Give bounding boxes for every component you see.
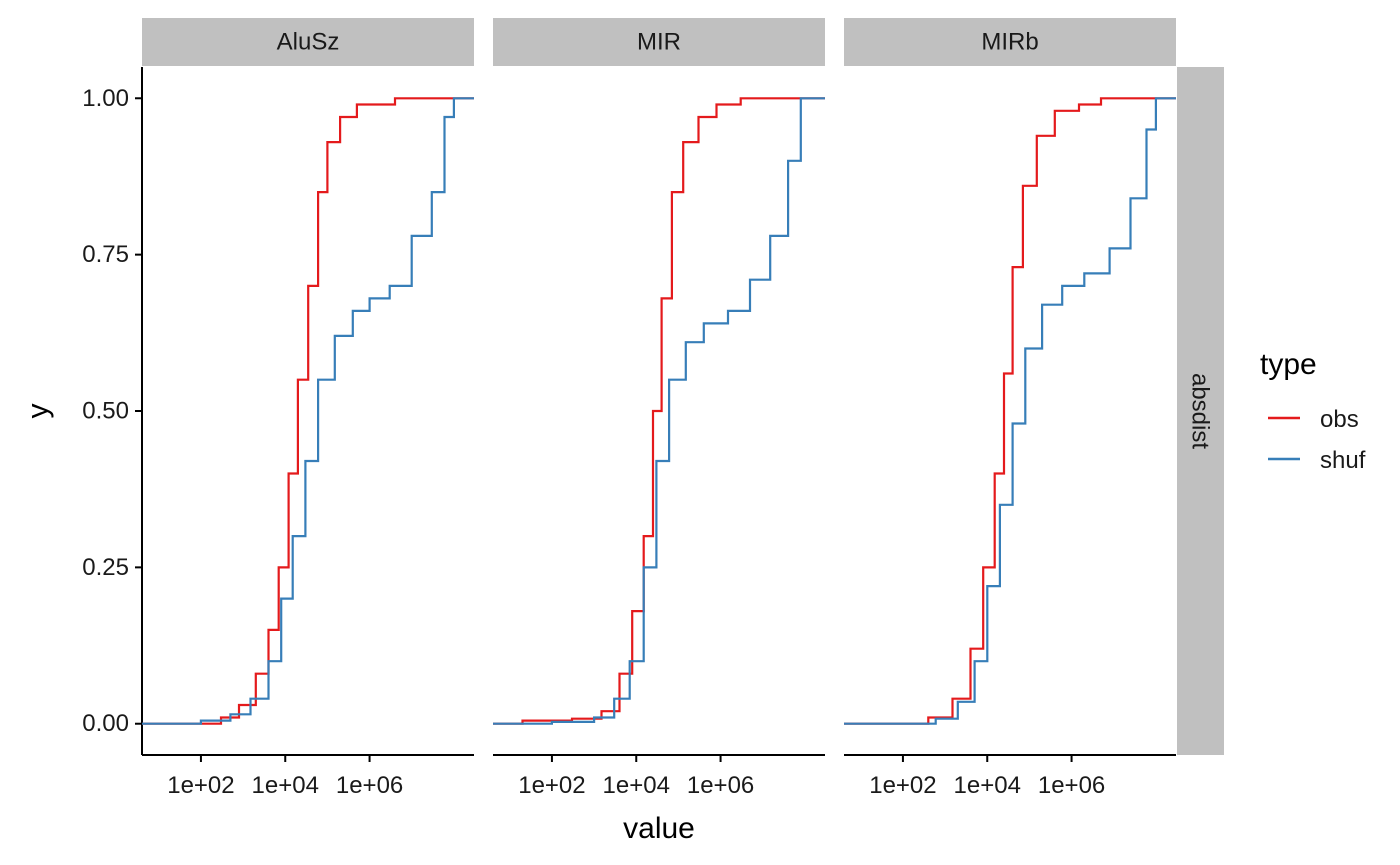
series-line-obs <box>493 97 825 725</box>
y-tick-label: 0.00 <box>82 710 129 737</box>
panel-MIRb: MIRb 1e+02 1e+04 1e+06 <box>844 18 1176 799</box>
panel-strip <box>142 18 474 66</box>
x-tick-label: 1e+02 <box>869 772 936 799</box>
x-tick-label: 1e+06 <box>687 772 754 799</box>
row-strip-label: absdist <box>1187 373 1214 449</box>
x-tick-label: 1e+04 <box>603 772 670 799</box>
series-line-shuf <box>844 97 1176 725</box>
panel-strip <box>493 18 825 66</box>
y-tick-label: 0.75 <box>82 241 129 268</box>
panel-MIR: MIR 1e+02 1e+04 1e+06 <box>493 18 825 799</box>
x-tick-label: 1e+06 <box>1038 772 1105 799</box>
y-axis: 0.00 0.25 0.50 0.75 1.00 <box>82 67 143 755</box>
x-tick-label: 1e+02 <box>167 772 234 799</box>
panel-strip-label: AluSz <box>277 29 340 56</box>
series-line-shuf <box>493 97 825 725</box>
y-tick-label: 0.25 <box>82 554 129 581</box>
panel-strip-label: MIR <box>637 29 681 56</box>
y-tick-label: 1.00 <box>82 85 129 112</box>
series-line-obs <box>142 97 474 725</box>
x-tick-label: 1e+06 <box>336 772 403 799</box>
series-line-obs <box>844 97 1176 725</box>
x-tick-label: 1e+02 <box>518 772 585 799</box>
panel-strip-label: MIRb <box>981 29 1038 56</box>
x-tick-label: 1e+04 <box>252 772 319 799</box>
legend: type obs shuf <box>1260 348 1366 474</box>
x-axis-title: value <box>623 812 695 845</box>
legend-title: type <box>1260 348 1317 381</box>
series-line-shuf <box>142 97 474 725</box>
x-tick-label: 1e+04 <box>954 772 1021 799</box>
legend-label-obs: obs <box>1320 406 1359 433</box>
legend-label-shuf: shuf <box>1320 447 1366 474</box>
y-axis-title: y <box>22 404 55 419</box>
panel-AluSz: AluSz 1e+02 1e+04 1e+06 <box>142 18 474 799</box>
row-strip-background <box>1177 67 1224 755</box>
panel-strip <box>844 18 1176 66</box>
row-strip: absdist <box>1177 67 1224 755</box>
y-tick-label: 0.50 <box>82 398 129 425</box>
